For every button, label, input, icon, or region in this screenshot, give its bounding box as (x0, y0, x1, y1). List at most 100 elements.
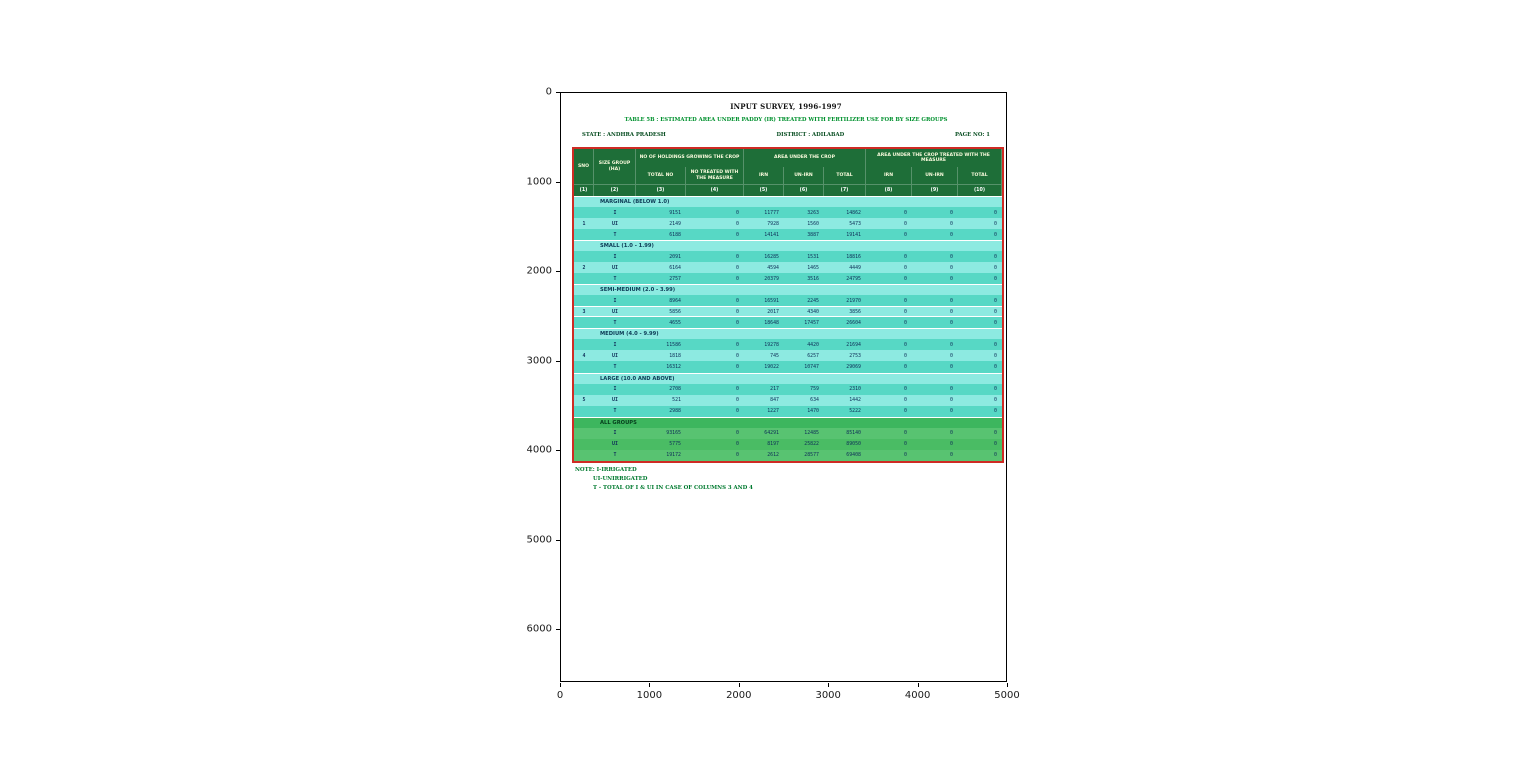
value-cell: 16285 (764, 253, 779, 260)
value-cell: 0 (994, 452, 997, 459)
value-cell: 2091 (669, 253, 681, 260)
value-cell: 0 (994, 220, 997, 227)
value-cell: 0 (950, 308, 953, 315)
value-cell: 0 (904, 264, 907, 271)
value-cell: 0 (904, 441, 907, 448)
value-cell: 1531 (807, 253, 819, 260)
group-label: ALL GROUPS (600, 419, 637, 426)
value-cell: 0 (994, 363, 997, 370)
value-cell: 0 (736, 341, 739, 348)
value-cell: 29069 (846, 363, 861, 370)
row-type-label: I (613, 209, 617, 216)
value-cell: 0 (736, 408, 739, 415)
column-number-row: (1) (2) (3) (4) (5) (6) (7) (8) (9) (10) (574, 184, 1002, 196)
value-cell: 0 (904, 231, 907, 238)
x-tick-mark (917, 683, 919, 687)
value-cell: 634 (810, 397, 819, 404)
x-tick-mark (738, 683, 740, 687)
value-cell: 11777 (764, 209, 779, 216)
value-cell: 0 (994, 253, 997, 260)
value-cell: 14862 (846, 209, 861, 216)
value-cell: 0 (904, 363, 907, 370)
value-cell: 3887 (807, 231, 819, 238)
value-cell: 0 (950, 264, 953, 271)
group-label-row: SMALL (1.0 - 1.99) (574, 240, 1002, 252)
value-cell: 26604 (846, 319, 861, 326)
header-holdings-total: TOTAL NO (636, 167, 686, 184)
value-cell: 17457 (804, 319, 819, 326)
column-number: (1) (574, 184, 594, 196)
note-line-3: T - TOTAL OF I & UI IN CASE OF COLUMNS 3… (593, 485, 753, 491)
x-tick-label: 5000 (994, 690, 1020, 701)
value-cell: 0 (994, 408, 997, 415)
value-cell: 0 (736, 352, 739, 359)
y-tick-mark (556, 181, 560, 183)
header-holdings-treated: NO TREATED WITH THE MEASURE (686, 167, 744, 184)
data-row: I 11586 0 19278 4420 21694 0 0 0 (574, 339, 1002, 351)
value-cell: 0 (904, 430, 907, 437)
row-type-label: UI (612, 220, 618, 227)
value-cell: 0 (736, 231, 739, 238)
district-label: DISTRICT : ADILABAD (776, 132, 845, 138)
row-type-label: I (613, 341, 617, 348)
column-number: (10) (958, 184, 1002, 196)
data-row: I 93165 0 64291 12485 85140 0 0 0 (574, 427, 1002, 439)
value-cell: 2017 (767, 308, 779, 315)
value-cell: 0 (736, 441, 739, 448)
value-cell: 93165 (666, 430, 681, 437)
value-cell: 0 (736, 220, 739, 227)
y-tick-mark (556, 271, 560, 272)
row-type-label: I (613, 253, 617, 260)
value-cell: 0 (904, 297, 907, 304)
data-row: 2 UI 6164 0 4594 1465 4449 0 0 0 (574, 262, 1002, 274)
x-tick-label: 2000 (726, 690, 752, 701)
y-tick-label: 1000 (526, 176, 552, 187)
value-cell: 16312 (666, 363, 681, 370)
value-cell: 0 (904, 386, 907, 393)
row-type-label: T (613, 275, 617, 282)
survey-table: SNO SIZE GROUP (HA) NO OF HOLDINGS GROWI… (572, 147, 1004, 463)
x-tick-mark (560, 683, 561, 687)
value-cell: 0 (904, 341, 907, 348)
value-cell: 0 (994, 352, 997, 359)
x-tick-label: 3000 (815, 690, 841, 701)
value-cell: 6164 (669, 264, 681, 271)
value-cell: 4449 (849, 264, 861, 271)
value-cell: 0 (904, 319, 907, 326)
column-number: (6) (784, 184, 824, 196)
data-row: T 16312 0 19022 10747 29069 0 0 0 (574, 361, 1002, 373)
value-cell: 0 (950, 452, 953, 459)
value-cell: 0 (950, 220, 953, 227)
value-cell: 19022 (764, 363, 779, 370)
value-cell: 0 (904, 253, 907, 260)
value-cell: 0 (950, 319, 953, 326)
row-type-label: T (613, 231, 617, 238)
column-number: (2) (594, 184, 636, 196)
header-unirn: UN-IRN (784, 167, 824, 184)
value-cell: 18816 (846, 253, 861, 260)
sno-cell: 3 (582, 308, 586, 315)
header-sno: SNO (574, 149, 594, 184)
group-label-row: MEDIUM (4.0 - 9.99) (574, 328, 1002, 340)
header-total: TOTAL (824, 167, 866, 184)
value-cell: 2612 (767, 452, 779, 459)
header-total-treated: TOTAL (958, 167, 1002, 184)
value-cell: 2753 (849, 352, 861, 359)
header-irn-treated: IRN (866, 167, 912, 184)
header-size-group: SIZE GROUP (HA) (594, 149, 636, 184)
value-cell: 1442 (849, 397, 861, 404)
table-body: MARGINAL (BELOW 1.0) I 9151 0 11777 3263 14862… (574, 196, 1002, 461)
y-tick-label: 5000 (526, 534, 552, 545)
value-cell: 0 (736, 297, 739, 304)
value-cell: 0 (994, 386, 997, 393)
header-area-group: AREA UNDER THE CROP (744, 149, 866, 167)
y-tick-label: 3000 (526, 355, 552, 366)
value-cell: 0 (994, 231, 997, 238)
y-tick-label: 4000 (526, 444, 552, 456)
row-type-label: T (613, 408, 617, 415)
sno-cell: 2 (582, 264, 586, 271)
row-type-label: T (613, 363, 617, 370)
value-cell: 0 (994, 264, 997, 271)
value-cell: 0 (736, 452, 739, 459)
